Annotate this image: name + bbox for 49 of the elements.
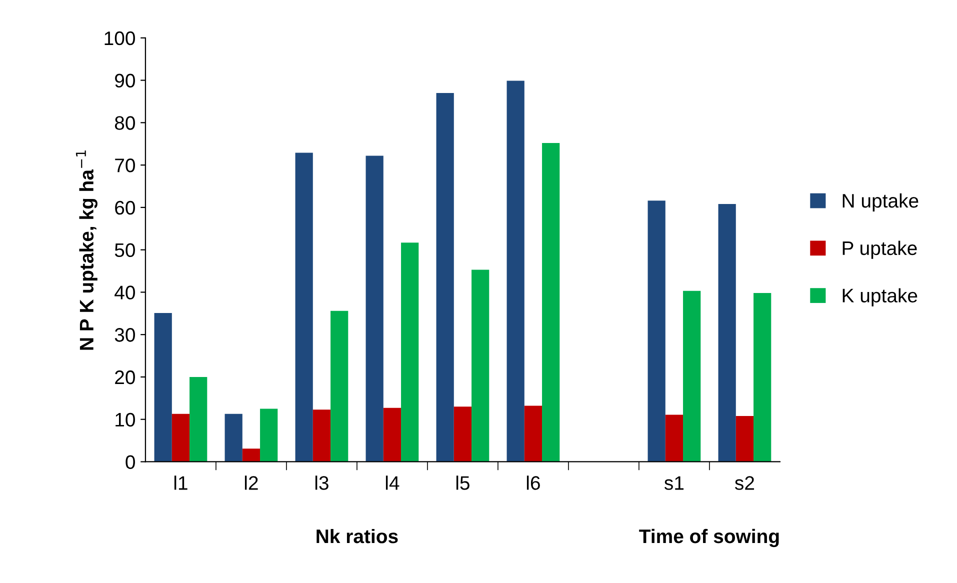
y-tick-label: 100 bbox=[104, 31, 135, 46]
bar bbox=[683, 290, 701, 462]
y-tick-label: 20 bbox=[115, 370, 135, 384]
x-tick-label: l2 bbox=[244, 476, 258, 490]
bar bbox=[295, 152, 313, 462]
bar bbox=[190, 376, 208, 462]
bar bbox=[648, 200, 666, 462]
y-tick-label: 10 bbox=[116, 412, 135, 427]
bar bbox=[312, 410, 331, 462]
y-tick-label: 70 bbox=[115, 158, 135, 172]
y-tick-label: 80 bbox=[114, 116, 135, 130]
legend-label: K uptake bbox=[842, 288, 918, 306]
y-tick-label: 90 bbox=[115, 74, 135, 88]
bar bbox=[242, 448, 260, 462]
bar bbox=[542, 143, 560, 462]
y-axis-title: N P K uptake, kg ha$^{−1}$ bbox=[76, 150, 98, 350]
bar bbox=[154, 312, 172, 462]
bar bbox=[260, 408, 278, 462]
y-tick-label: 60 bbox=[115, 200, 135, 215]
y-tick-label: 50 bbox=[114, 243, 135, 258]
y-tick-label: 40 bbox=[114, 286, 135, 300]
bar bbox=[524, 406, 542, 462]
bar bbox=[383, 408, 402, 462]
legend-label: N uptake bbox=[842, 193, 918, 212]
bar bbox=[506, 80, 524, 462]
x-tick-label: l5 bbox=[456, 476, 470, 490]
x-tick-label: l4 bbox=[386, 476, 400, 490]
bar bbox=[224, 414, 242, 462]
text: Nk ratios bbox=[316, 528, 398, 544]
bar bbox=[665, 414, 684, 462]
bar bbox=[172, 414, 190, 462]
bar bbox=[472, 270, 490, 462]
y-tick-label: 30 bbox=[114, 328, 135, 342]
bar bbox=[754, 293, 772, 462]
bar bbox=[401, 242, 419, 462]
bar bbox=[330, 310, 348, 462]
bar bbox=[454, 406, 472, 462]
bar bbox=[436, 92, 454, 462]
text: Time of sowing bbox=[639, 528, 779, 548]
bar bbox=[366, 156, 384, 462]
x-tick-label: s2 bbox=[734, 476, 754, 490]
x-tick-label: l3 bbox=[315, 476, 328, 490]
legend-label: P uptake bbox=[842, 240, 917, 259]
x-tick-label: l6 bbox=[526, 476, 540, 490]
x-tick-label: l1 bbox=[174, 476, 188, 490]
x-tick-label: s1 bbox=[664, 476, 684, 490]
y-tick-label: 0 bbox=[126, 455, 135, 469]
bar bbox=[718, 204, 736, 462]
bar bbox=[736, 416, 754, 462]
